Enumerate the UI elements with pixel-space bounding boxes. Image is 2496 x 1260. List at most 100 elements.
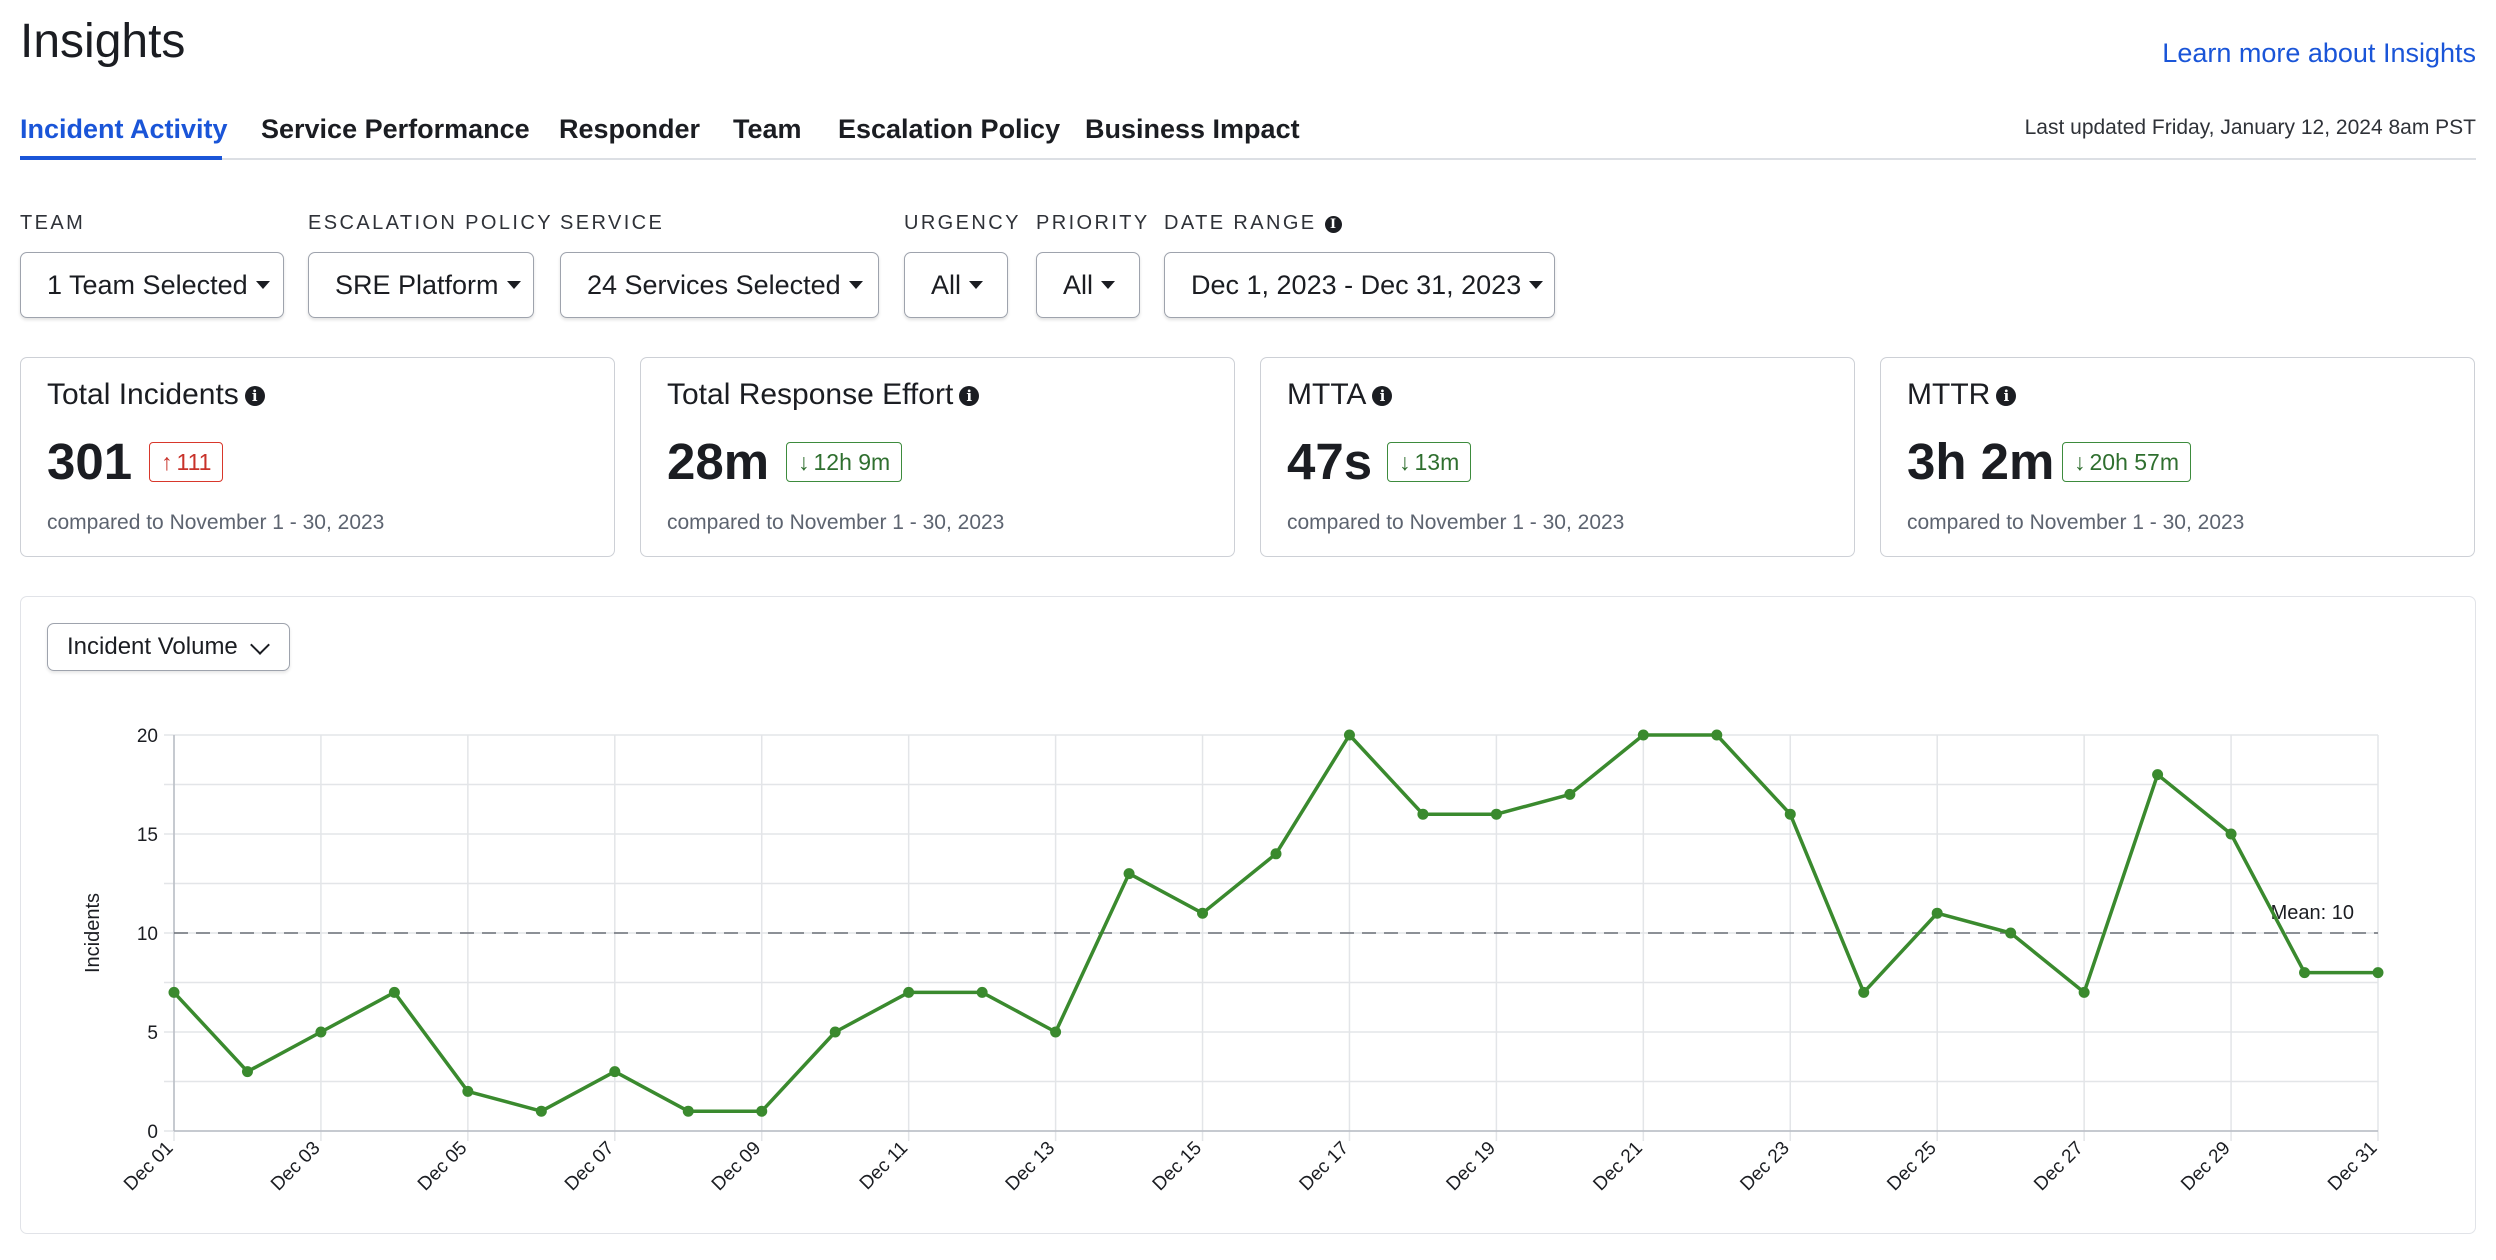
data-point (1711, 729, 1723, 741)
data-point (1858, 986, 1870, 998)
data-point (462, 1085, 474, 1097)
caret-down-icon (1101, 281, 1116, 289)
data-point (2372, 967, 2384, 979)
data-point (2225, 828, 2237, 840)
data-point (1784, 808, 1796, 820)
data-point (1343, 729, 1355, 741)
data-point (609, 1066, 621, 1078)
x-tick-label: Dec 01 (120, 1138, 177, 1195)
data-point (976, 986, 988, 998)
metric-selector-dropdown[interactable]: Incident Volume (47, 623, 290, 671)
y-tick-label: 15 (137, 825, 158, 846)
x-tick-label: Dec 23 (1736, 1138, 1793, 1195)
x-tick-label: Dec 19 (1443, 1138, 1500, 1195)
delta-value: 12h 9m (813, 448, 891, 475)
data-point (315, 1026, 327, 1038)
info-icon[interactable]: i (959, 386, 980, 406)
mean-label: Mean: 10 (2271, 902, 2354, 924)
urgency-filter-label: URGENCY (904, 212, 1021, 234)
data-point (1564, 788, 1576, 800)
tab-responder[interactable]: Responder (559, 114, 701, 144)
data-point (1123, 868, 1135, 880)
service-filter-dropdown[interactable]: 24 Services Selected (560, 252, 879, 318)
card-title-text: MTTR (1907, 378, 1991, 411)
info-icon[interactable]: i (1324, 216, 1342, 233)
comparison-text: compared to November 1 - 30, 2023 (1287, 511, 1625, 534)
card-title: Total Incidents i (47, 378, 265, 412)
date-range-filter-value: Dec 1, 2023 - Dec 31, 2023 (1191, 269, 1522, 300)
escalation-policy-filter-label: ESCALATION POLICY (308, 212, 553, 234)
x-tick-label: Dec 03 (267, 1138, 324, 1195)
arrow-down-icon: ↓ (2074, 448, 2086, 475)
data-point (535, 1105, 547, 1117)
team-filter-value: 1 Team Selected (47, 269, 248, 300)
x-tick-label: Dec 27 (2030, 1138, 2087, 1195)
data-point (1417, 808, 1429, 820)
tab-service-performance[interactable]: Service Performance (261, 114, 530, 144)
total-response-effort-card: Total Response Effort i 28m ↓ 12h 9m compa… (640, 357, 1235, 557)
tab-incident-activity[interactable]: Incident Activity (20, 114, 228, 144)
date-range-filter-label: DATE RANGE i (1164, 212, 1342, 235)
learn-more-link[interactable]: Learn more about Insights (2162, 38, 2476, 68)
x-tick-label: Dec 05 (414, 1138, 471, 1195)
delta-value: 20h 57m (2089, 448, 2180, 475)
service-filter-value: 24 Services Selected (587, 269, 841, 300)
data-point (2078, 986, 2090, 998)
card-title: MTTR i (1907, 378, 2017, 412)
data-point (829, 1026, 841, 1038)
data-point (1050, 1026, 1062, 1038)
data-point (2005, 927, 2017, 939)
card-title-text: Total Incidents (47, 378, 239, 411)
escalation-policy-filter-value: SRE Platform (335, 269, 499, 300)
x-tick-label: Dec 17 (1296, 1138, 1353, 1195)
x-tick-label: Dec 07 (561, 1138, 618, 1195)
priority-filter-dropdown[interactable]: All (1036, 252, 1140, 318)
mtta-card: MTTA i 47s ↓ 13m compared to November 1 - … (1260, 357, 1855, 557)
escalation-policy-filter-dropdown[interactable]: SRE Platform (308, 252, 534, 318)
series-line (172, 733, 2378, 1113)
data-point (1270, 848, 1282, 860)
info-icon[interactable]: i (1996, 386, 2017, 406)
x-tick-label: Dec 31 (2324, 1138, 2381, 1195)
comparison-text: compared to November 1 - 30, 2023 (1907, 511, 2245, 534)
card-value: 28m (667, 433, 770, 490)
data-point (2299, 967, 2311, 979)
tab-escalation-policy[interactable]: Escalation Policy (838, 114, 1061, 144)
comparison-text: compared to November 1 - 30, 2023 (667, 511, 1005, 534)
arrow-up-icon: ↑ (161, 448, 173, 475)
service-filter-label: SERVICE (560, 212, 665, 234)
caret-down-icon (1529, 281, 1544, 289)
tab-team[interactable]: Team (733, 114, 802, 144)
priority-filter-value: All (1063, 269, 1094, 300)
priority-filter-label: PRIORITY (1036, 212, 1150, 234)
data-point (903, 986, 915, 998)
urgency-filter-dropdown[interactable]: All (904, 252, 1008, 318)
data-point (168, 986, 180, 998)
insights-tabs: Incident Activity Service Performance Re… (20, 108, 2476, 160)
x-tick-label: Dec 21 (1589, 1138, 1646, 1195)
mttr-card: MTTR i 3h 2m ↓ 20h 57m compared to Novembe… (1880, 357, 2475, 557)
metric-selector-value: Incident Volume (67, 633, 238, 660)
card-title: MTTA i (1287, 378, 1393, 412)
delta-value: 13m (1414, 448, 1460, 475)
tab-business-impact[interactable]: Business Impact (1085, 114, 1300, 144)
info-icon[interactable]: i (1372, 386, 1393, 406)
data-point (756, 1105, 768, 1117)
card-title: Total Response Effort i (667, 378, 980, 412)
x-tick-label: Dec 13 (1002, 1138, 1059, 1195)
y-tick-label: 10 (137, 924, 158, 945)
incident-volume-chart: 0 5 10 15 20 Dec 01 Dec 03 Dec 05 Dec 07 Dec 09 De… (82, 726, 2384, 1195)
info-icon[interactable]: i (244, 386, 265, 406)
data-point (241, 1066, 253, 1078)
page-title: Insights (20, 15, 186, 68)
x-tick-label: Dec 29 (2177, 1138, 2234, 1195)
delta-badge: ↓ 20h 57m (2062, 442, 2192, 482)
chart-panel: Incident Volume 0 5 10 15 20 Dec 01 Dec 03 Dec … (20, 596, 2476, 1234)
date-range-filter-dropdown[interactable]: Dec 1, 2023 - Dec 31, 2023 (1164, 252, 1555, 318)
y-tick-label: 20 (137, 726, 158, 747)
x-tick-label: Dec 25 (1883, 1138, 1940, 1195)
card-value: 3h 2m (1907, 433, 2055, 490)
data-point (1490, 808, 1502, 820)
caret-down-icon (848, 281, 863, 289)
team-filter-dropdown[interactable]: 1 Team Selected (20, 252, 284, 318)
